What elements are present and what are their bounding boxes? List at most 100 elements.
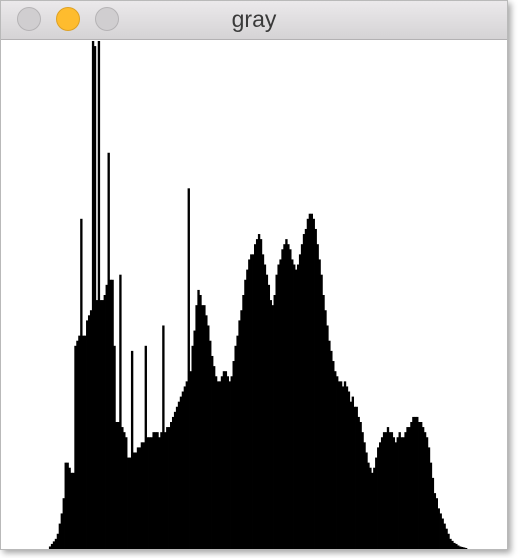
histogram-bar — [238, 320, 241, 549]
histogram-bar — [347, 391, 351, 549]
histogram-bar — [462, 547, 466, 549]
histogram-bar — [289, 249, 292, 549]
histogram-bar — [384, 432, 388, 549]
histogram-bar — [197, 289, 200, 549]
histogram-bar — [62, 498, 65, 549]
histogram-bar — [273, 295, 276, 549]
histogram-bar — [209, 340, 212, 549]
histogram-bar — [353, 406, 356, 549]
histogram-bar — [330, 350, 333, 549]
close-button[interactable] — [17, 7, 41, 31]
histogram-bar — [193, 330, 196, 549]
histogram-bar — [115, 422, 118, 549]
histogram-bar — [371, 472, 374, 549]
histogram-bar — [148, 437, 151, 549]
histogram-bar — [101, 300, 105, 549]
histogram-bar — [121, 427, 124, 549]
histogram-bar — [68, 467, 71, 549]
histogram-bar — [259, 239, 263, 549]
histogram-bar — [345, 386, 349, 549]
histogram-bar — [275, 274, 278, 549]
histogram-bar — [349, 401, 353, 549]
histogram-bar — [336, 376, 339, 549]
histogram-bar — [314, 228, 317, 549]
histogram-bar — [322, 295, 325, 549]
histogram-bar — [433, 493, 437, 549]
histogram-bar — [160, 432, 163, 549]
histogram-bar — [453, 542, 456, 549]
histogram-bar — [447, 533, 450, 549]
histogram-bar — [421, 427, 425, 549]
histogram-bar — [255, 239, 259, 549]
histogram-bar — [183, 386, 187, 549]
histogram-bar — [76, 340, 79, 549]
histogram-bar — [457, 545, 460, 549]
histogram-bar — [179, 396, 183, 549]
histogram-bar — [244, 279, 247, 549]
histogram-bar — [396, 437, 399, 549]
histogram-bar — [240, 310, 243, 549]
histogram-bar — [218, 381, 222, 549]
histogram-bar — [95, 300, 99, 549]
histogram-bar — [134, 452, 138, 549]
histogram-bar — [441, 518, 444, 549]
histogram-bar — [117, 422, 120, 549]
histogram-bar — [170, 422, 173, 549]
histogram-bar — [326, 325, 329, 549]
histogram-bar — [281, 249, 284, 549]
histogram-bar — [207, 325, 210, 549]
histogram-bar — [74, 345, 77, 549]
histogram-bar — [341, 386, 345, 549]
histogram-bar — [425, 437, 429, 549]
histogram-bar — [339, 381, 343, 549]
histogram-bar — [310, 213, 313, 549]
histogram-bar — [402, 437, 405, 549]
histogram-bar — [293, 264, 296, 549]
histogram-bar — [263, 264, 267, 549]
histogram-bar — [166, 427, 169, 549]
histogram-bar — [58, 523, 62, 549]
histogram-bar — [423, 432, 427, 549]
histogram-bar — [455, 543, 458, 549]
histogram-bar — [306, 218, 310, 550]
histogram-bar — [464, 547, 468, 549]
histogram-bar — [248, 259, 251, 549]
histogram-bar — [50, 543, 54, 549]
histogram-bar — [109, 279, 112, 549]
histogram-bar — [56, 533, 60, 549]
histogram-bar — [113, 345, 116, 549]
histogram-bar — [48, 546, 52, 549]
histogram-bar — [461, 546, 464, 549]
histogram-bar — [162, 325, 165, 549]
histogram-bar — [93, 46, 97, 549]
histogram-bar — [283, 244, 286, 549]
histogram-bar — [334, 371, 337, 549]
zoom-button[interactable] — [95, 7, 119, 31]
histogram-bar — [451, 540, 454, 549]
histogram-bar — [367, 462, 370, 549]
histogram-bar — [261, 254, 265, 550]
histogram-bar — [140, 442, 144, 549]
histogram-bar — [99, 300, 103, 549]
histogram-bar — [138, 447, 142, 549]
histogram-bar — [195, 305, 198, 549]
histogram-bar — [337, 381, 341, 549]
histogram-bar — [177, 401, 181, 549]
histogram-bar — [420, 422, 423, 549]
histogram-bar — [265, 274, 269, 549]
histogram-bar — [252, 254, 255, 550]
histogram-bar — [220, 376, 224, 549]
histogram-bar — [277, 264, 280, 549]
minimize-button[interactable] — [56, 7, 80, 31]
histogram-bar — [298, 254, 302, 550]
histogram-bar — [70, 472, 73, 549]
histogram-bar — [111, 279, 114, 549]
histogram-bar — [449, 538, 452, 549]
histogram-bar — [187, 188, 190, 549]
histogram-bar — [189, 371, 192, 549]
histogram-bar — [103, 295, 106, 549]
histogram-bar — [388, 432, 392, 549]
histogram-bar — [357, 416, 360, 549]
histogram-bar — [443, 523, 446, 549]
histogram-bar — [91, 41, 95, 549]
